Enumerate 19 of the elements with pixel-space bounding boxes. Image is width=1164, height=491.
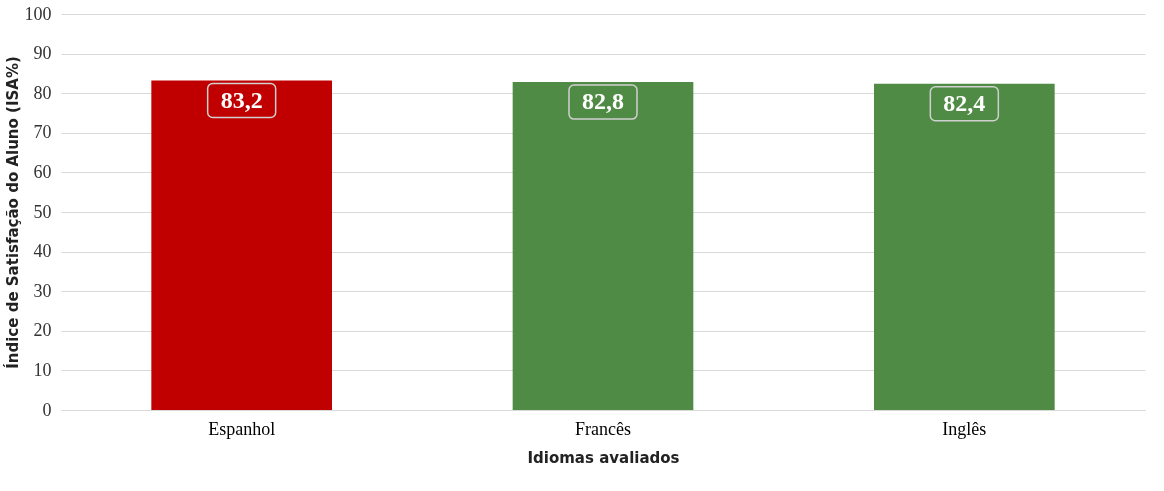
y-tick-label: 30 (33, 280, 52, 301)
y-tick-label: 100 (24, 3, 52, 24)
data-label: 83,2 (220, 86, 263, 113)
y-tick-label: 80 (33, 82, 52, 103)
y-tick-label: 90 (33, 43, 52, 64)
x-axis-title: Idiomas avaliados (527, 448, 680, 467)
y-tick-label: 50 (33, 201, 52, 222)
x-tick-label: Inglês (942, 418, 987, 439)
y-tick-label: 70 (33, 122, 52, 143)
data-label: 82,8 (582, 88, 624, 115)
y-tick-label: 0 (42, 399, 52, 420)
y-tick-label: 20 (33, 320, 52, 341)
x-tick-label: Espanhol (208, 418, 276, 439)
y-tick-label: 60 (33, 161, 52, 182)
y-tick-label: 40 (33, 241, 52, 262)
data-label: 82,4 (943, 89, 986, 116)
y-axis-title: Índice de Satisfação do Aluno (ISA%) (2, 56, 22, 369)
x-tick-label: Francês (575, 418, 631, 439)
y-tick-label: 10 (33, 359, 52, 380)
